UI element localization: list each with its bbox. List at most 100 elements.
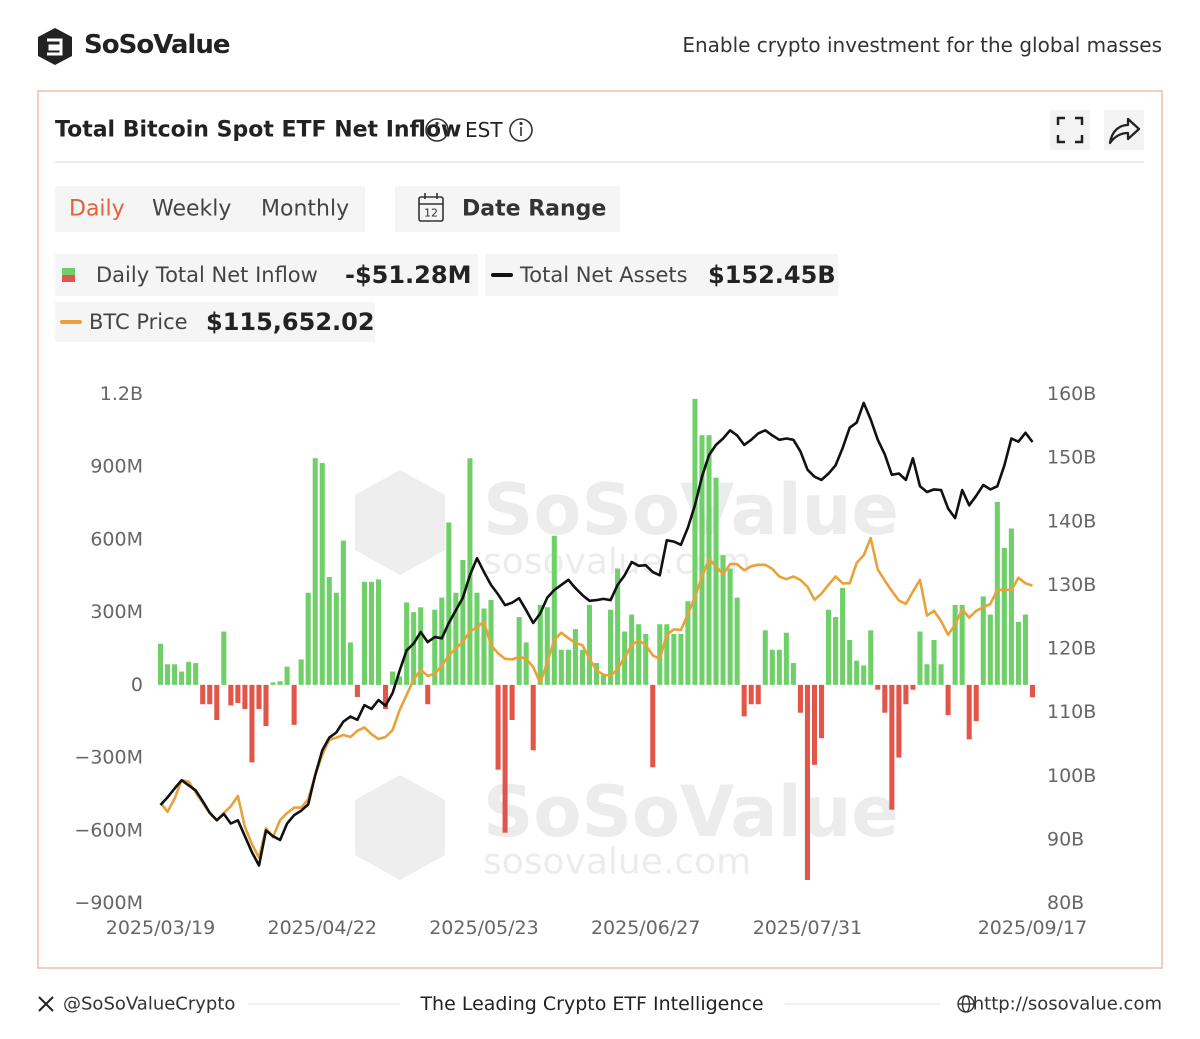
y2-tick-label: 100B: [1047, 765, 1096, 787]
bar: [418, 607, 424, 685]
bar: [762, 630, 768, 685]
timezone: EST: [465, 118, 503, 142]
bar: [157, 643, 164, 685]
bar: [411, 612, 417, 685]
watermark-brand: SoSoValue: [483, 469, 899, 551]
footer-slogan: The Leading Crypto ETF Intelligence: [419, 993, 763, 1015]
legend: Daily Total Net Inflow -$51.28M Total Net …: [60, 261, 836, 336]
bar: [664, 624, 670, 685]
y2-tick-label: 150B: [1047, 447, 1096, 469]
bar: [270, 682, 276, 685]
bar: [868, 630, 874, 685]
bar: [249, 684, 255, 763]
tab-daily[interactable]: Daily: [69, 197, 125, 222]
bar: [966, 684, 972, 740]
y-tick-label: −900M: [74, 892, 143, 914]
y2-tick-label: 80B: [1047, 892, 1084, 914]
bar: [959, 604, 965, 685]
bar: [903, 684, 909, 705]
bar: [333, 592, 339, 685]
date-range-button[interactable]: [395, 186, 620, 232]
bar: [263, 684, 269, 727]
info-icon[interactable]: [425, 118, 449, 142]
bar: [896, 684, 902, 758]
bar: [397, 676, 403, 685]
legend-box: [55, 254, 478, 296]
bar: [383, 684, 389, 710]
tagline: Enable crypto investment for the global …: [682, 33, 1162, 57]
y-tick-label: −300M: [74, 747, 143, 769]
bar: [980, 596, 986, 685]
bar: [516, 616, 522, 685]
bar: [256, 684, 262, 710]
bar: [551, 535, 557, 685]
x-tick-label: 2025/07/31: [753, 917, 863, 939]
bar: [368, 581, 375, 685]
bar: [298, 659, 304, 685]
y2-tick-label: 90B: [1047, 828, 1084, 850]
y-tick-label: 1.2B: [100, 383, 143, 405]
bar: [671, 633, 677, 685]
calendar-icon: [418, 193, 444, 222]
tab-monthly[interactable]: Monthly: [261, 197, 349, 222]
bar: [811, 684, 818, 765]
x-icon: [38, 996, 54, 1012]
bar: [375, 579, 382, 685]
legend-value: -$51.28M: [345, 261, 471, 289]
bar: [305, 592, 311, 685]
bar: [910, 684, 916, 690]
y-tick-label: 900M: [90, 456, 143, 478]
bar: [854, 660, 860, 685]
bar: [720, 555, 726, 685]
legend-swatch: [62, 268, 75, 275]
bar: [593, 663, 600, 685]
legend-box: [485, 254, 838, 296]
bar: [312, 458, 318, 685]
bar: [453, 592, 459, 685]
bar: [390, 671, 396, 685]
bar: [326, 576, 332, 685]
tab-weekly[interactable]: Weekly: [152, 197, 231, 222]
bar: [994, 501, 1000, 685]
legend-box: [55, 302, 375, 342]
bar: [636, 624, 642, 685]
legend-swatch: [62, 275, 75, 282]
fullscreen-button[interactable]: [1050, 110, 1090, 150]
date-range-label[interactable]: Date Range: [462, 197, 606, 222]
bar: [277, 681, 283, 685]
bar: [544, 607, 550, 685]
bar: [207, 684, 213, 705]
share-button[interactable]: [1104, 110, 1144, 150]
bar: [987, 614, 993, 685]
bar: [945, 684, 951, 716]
bar: [523, 642, 529, 685]
bar: [340, 540, 346, 685]
bar: [558, 649, 564, 685]
bar: [235, 684, 241, 704]
bar: [833, 616, 839, 685]
bar: [608, 609, 614, 685]
bar: [755, 684, 761, 705]
bar: [1015, 621, 1021, 685]
bar: [952, 604, 958, 685]
bar: [221, 631, 227, 685]
bar: [200, 684, 206, 705]
bar: [495, 684, 501, 770]
line: [159, 401, 1034, 867]
line: [159, 536, 1033, 859]
legend-value: $115,652.02: [206, 308, 375, 336]
y2-tick-label: 160B: [1047, 383, 1096, 405]
info-icon[interactable]: [509, 118, 533, 142]
bar: [931, 640, 937, 685]
watermark-site: sosovalue.com: [483, 842, 751, 883]
bar: [889, 684, 895, 810]
bar: [741, 684, 747, 717]
bar: [172, 664, 178, 685]
bar: [474, 592, 480, 685]
bar: [537, 604, 543, 685]
bar: [586, 604, 592, 685]
bar: [734, 597, 740, 685]
bar: [882, 684, 888, 713]
bar: [1022, 614, 1028, 685]
bar: [804, 684, 810, 880]
